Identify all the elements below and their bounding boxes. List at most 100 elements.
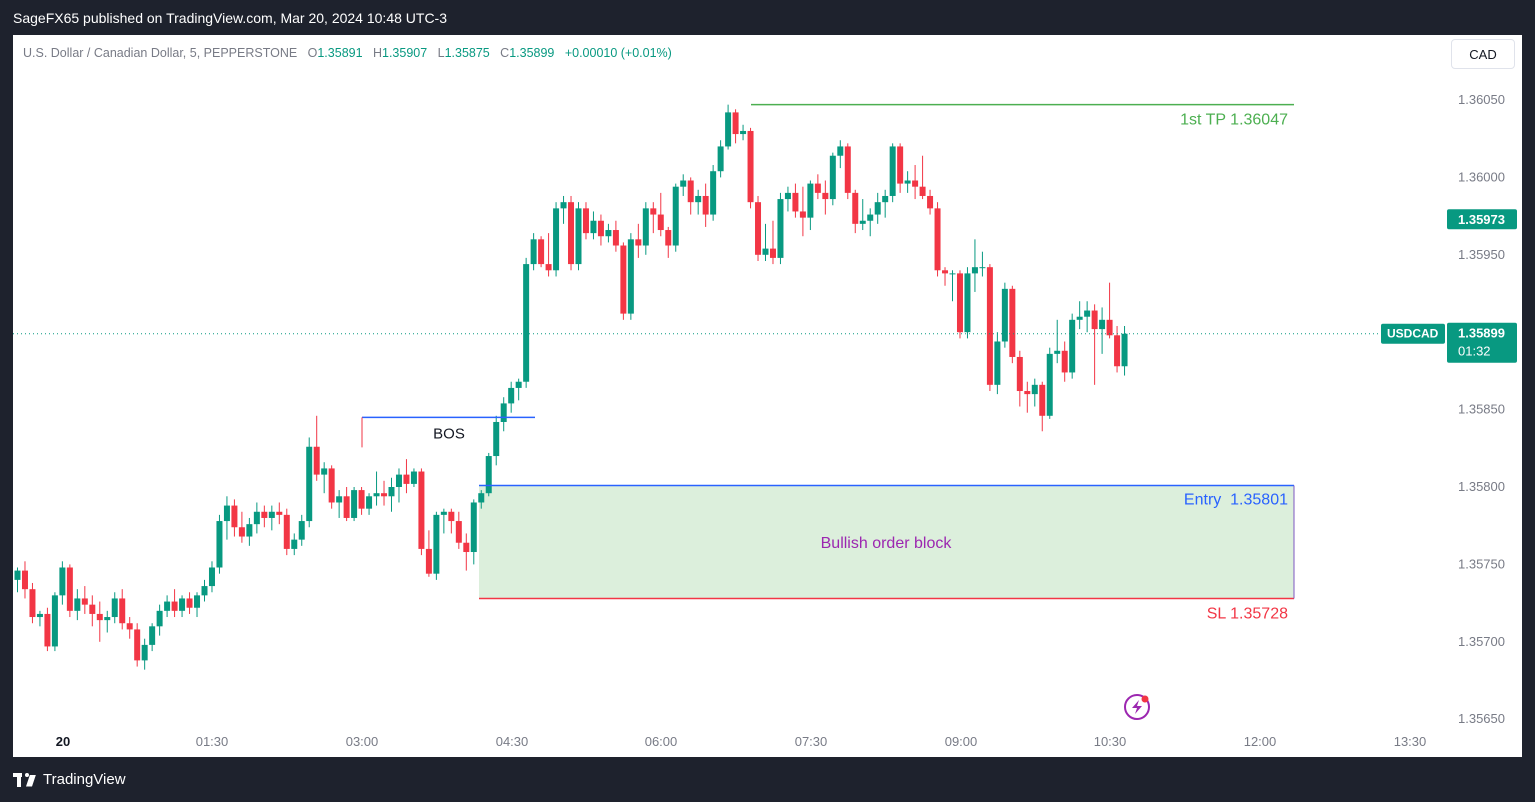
time-tick-label: 01:30: [196, 734, 229, 749]
bos-annotation: BOS: [433, 425, 465, 442]
bearish-candle: [418, 468, 425, 556]
candle-body: [381, 493, 388, 497]
candle-body: [919, 186, 926, 196]
bearish-candle: [792, 183, 799, 218]
open-value: 1.35891: [317, 46, 363, 60]
candle-body: [680, 180, 687, 187]
bearish-candle: [852, 189, 859, 234]
candle-body: [186, 598, 193, 608]
candle-body: [298, 521, 305, 540]
time-tick-label: 20: [56, 734, 70, 749]
high-label: H: [372, 46, 382, 60]
time-tick-label: 13:30: [1394, 734, 1427, 749]
tp-label: 1st TP 1.36047: [1180, 112, 1288, 129]
price-tags: 1.35973 USDCAD 1.35899 01:32: [1381, 209, 1517, 363]
bearish-candle: [822, 180, 829, 215]
candle-body: [792, 192, 799, 212]
bullish-candle: [470, 499, 477, 565]
tradingview-brand: TradingView: [43, 771, 126, 788]
bearish-candle: [1009, 285, 1016, 364]
bullish-candle: [867, 208, 874, 237]
candle-body: [732, 112, 739, 135]
bullish-candle: [179, 595, 186, 618]
bearish-candle: [455, 511, 462, 549]
bearish-candle: [448, 508, 455, 534]
candle-body: [1099, 319, 1106, 330]
time-tick-label: 10:30: [1094, 734, 1127, 749]
time-tick-label: 06:00: [645, 734, 678, 749]
candle-body: [889, 146, 896, 196]
bearish-candle: [29, 582, 36, 624]
candle-body: [156, 610, 163, 627]
candle-body: [508, 387, 515, 404]
bearish-candle: [403, 459, 410, 494]
bullish-candle: [553, 202, 560, 277]
bullish-candle: [680, 174, 687, 196]
bullish-candle: [306, 437, 313, 528]
bearish-candle: [799, 186, 806, 237]
bearish-candle: [956, 270, 963, 339]
tradingview-logo[interactable]: TradingView: [13, 771, 126, 788]
candle-body: [553, 208, 560, 271]
bullish-candle: [784, 186, 791, 212]
bullish-candle: [500, 397, 507, 432]
candle-body: [657, 214, 664, 231]
currency-button[interactable]: CAD: [1451, 39, 1515, 69]
bullish-candle: [837, 140, 844, 169]
candle-body: [470, 502, 477, 553]
candle-body: [141, 644, 148, 661]
price-tick-label: 1.36050: [1458, 92, 1505, 107]
candle-body: [1084, 310, 1091, 317]
bearish-candle: [934, 202, 941, 277]
candle-body: [74, 598, 81, 611]
candle-body: [568, 202, 575, 265]
candle-body: [777, 199, 784, 258]
candle-body: [59, 567, 66, 596]
candle-body: [575, 208, 582, 265]
order-block-label: Bullish order block: [821, 535, 953, 552]
candle-body: [717, 146, 724, 172]
bearish-candle: [1106, 282, 1113, 339]
bearish-candle: [545, 233, 552, 277]
bullish-candle: [410, 468, 417, 487]
bullish-candle: [1031, 378, 1038, 407]
candle-body: [395, 474, 402, 487]
candle-body: [799, 211, 806, 218]
candle-body: [14, 570, 21, 580]
symbol-tag-text: USDCAD: [1387, 327, 1439, 341]
chart-area[interactable]: [13, 35, 1522, 757]
bullish-candle: [590, 211, 597, 240]
bearish-candle: [755, 195, 762, 261]
candle-body: [545, 264, 552, 271]
candle-body: [523, 264, 530, 382]
bearish-candle: [597, 214, 604, 246]
candle-body: [478, 493, 485, 503]
level-lines: [13, 103, 1440, 600]
bearish-candle: [171, 589, 178, 618]
bullish-candle: [373, 471, 380, 506]
candle-body: [1091, 310, 1098, 330]
candle-body: [238, 527, 245, 537]
candle-body: [1061, 350, 1068, 373]
candle-body: [822, 192, 829, 200]
candle-body: [859, 220, 866, 224]
bullish-candle: [351, 487, 358, 522]
symbol-tag: [1381, 323, 1445, 344]
bullish-candle: [859, 199, 866, 231]
bullish-candle: [104, 610, 111, 633]
candle-body: [373, 493, 380, 497]
bullish-candle: [530, 233, 537, 271]
candle-body: [246, 524, 253, 537]
candle-body: [231, 505, 238, 528]
alert-icon[interactable]: [1124, 694, 1150, 720]
bearish-candle: [747, 127, 754, 209]
order-block-zone: [479, 485, 1294, 599]
bottom-bar: TradingView: [0, 757, 1535, 802]
candle-body: [538, 239, 545, 265]
bullish-candle: [298, 514, 305, 546]
symbol-description[interactable]: U.S. Dollar / Canadian Dollar, 5, PEPPER…: [23, 46, 298, 60]
order-block-layer: [479, 485, 1294, 599]
candle-body: [343, 496, 350, 518]
last-price-tag: [1447, 322, 1517, 363]
